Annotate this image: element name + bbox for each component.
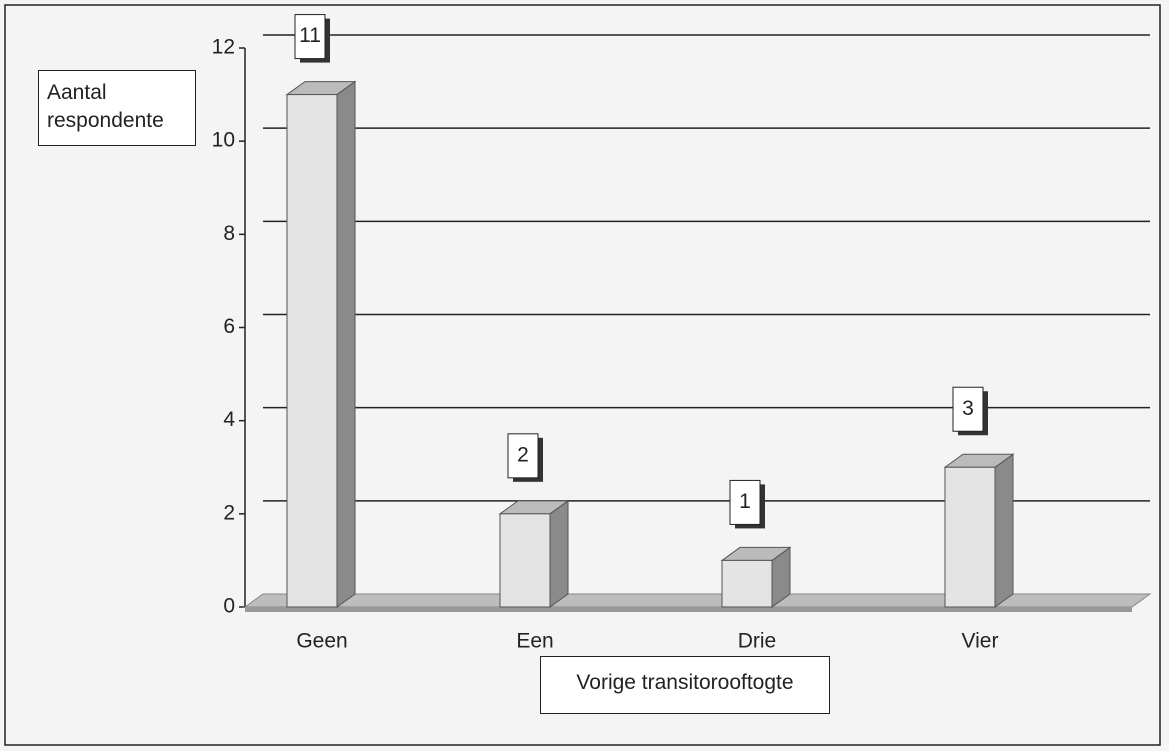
chart-frame [4,4,1161,746]
y-tick-label: 12 [212,36,235,59]
y-tick-label: 0 [223,595,235,618]
y-tick-label: 2 [223,501,235,524]
bar-side [549,499,569,608]
value-label: 1 [739,490,751,513]
x-tick-label: Drie [738,630,777,653]
y-tick-label: 8 [223,222,235,245]
value-label-box [507,433,539,479]
y-tick-label: 6 [223,315,235,338]
bar [944,466,996,608]
value-label-box [952,386,984,432]
y-axis-label: Aantal respondente [38,70,196,146]
x-tick-label: Geen [296,630,347,653]
value-label-box [294,14,326,60]
value-label: 2 [517,443,529,466]
bar-side [994,453,1014,608]
bar [286,94,338,608]
x-tick-label: Vier [962,630,999,653]
x-tick-label: Een [516,630,553,653]
bar [721,559,773,608]
floor [243,593,1152,608]
value-label-box [729,479,761,525]
bar [499,513,551,608]
value-label: 3 [962,397,974,420]
x-axis-label: Vorige transitorooftogte [540,656,830,714]
y-tick-label: 10 [212,129,235,152]
bar-side [336,80,356,608]
floor-front [245,607,1132,612]
y-tick-label: 4 [223,408,235,431]
value-label: 11 [299,24,321,47]
